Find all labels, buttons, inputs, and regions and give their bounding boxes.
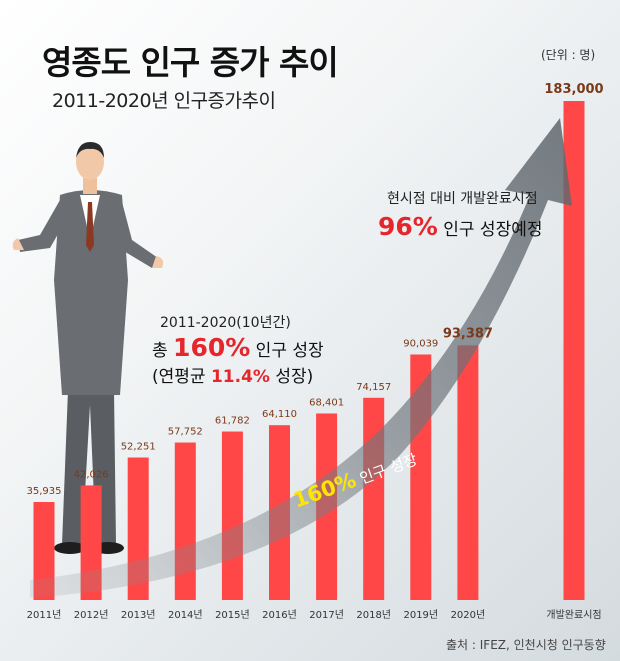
annual-growth-prefix: (연평균: [152, 367, 211, 387]
future-growth-line: 96% 인구 성장예정: [378, 212, 543, 241]
value-label: 74,157: [356, 382, 391, 393]
total-growth-text: 인구 성장: [250, 341, 324, 361]
page-title: 영종도 인구 증가 추이: [42, 43, 339, 82]
value-label: 64,110: [262, 409, 297, 420]
future-growth-percent: 96%: [378, 212, 438, 241]
category-label: 2012년: [74, 609, 109, 621]
bar-2020년: [457, 345, 479, 600]
value-label: 35,935: [27, 486, 62, 497]
bar-2015년: [221, 431, 243, 600]
category-label: 2014년: [168, 609, 203, 621]
bar-2014년: [174, 442, 196, 600]
value-label: 52,251: [121, 442, 156, 453]
category-label: 2015년: [215, 609, 250, 621]
unit-label: (단위 : 명): [541, 48, 596, 62]
value-label: 93,387: [443, 326, 493, 341]
annual-growth-line: (연평균 11.4% 성장): [152, 362, 313, 387]
category-label: 2018년: [356, 609, 391, 621]
growth-arrow: [30, 118, 572, 598]
future-growth-text: 인구 성장예정: [437, 220, 543, 240]
period-caption: 2011-2020(10년간): [160, 315, 291, 331]
bar-2018년: [363, 397, 385, 600]
value-label: 57,752: [168, 427, 203, 438]
value-label: 183,000: [544, 82, 603, 97]
category-label: 2017년: [309, 609, 344, 621]
source-note: 출처 : IFEZ, 인천시청 인구동향: [446, 638, 606, 652]
bar-2011년: [33, 502, 55, 600]
category-label: 2019년: [403, 609, 438, 621]
category-label: 2013년: [121, 609, 156, 621]
businessman-illustration: [12, 142, 164, 554]
total-growth-prefix: 총: [152, 341, 174, 361]
annual-growth-suffix: 성장): [269, 367, 314, 387]
category-label: 2020년: [451, 609, 486, 621]
category-label: 개발완료시점: [546, 609, 601, 621]
bar-개발완료시점: [563, 101, 585, 600]
total-growth-line: 총 160% 인구 성장: [152, 333, 324, 362]
annual-growth-percent: 11.4%: [210, 367, 270, 387]
category-label: 2016년: [262, 609, 297, 621]
value-label: 90,039: [403, 338, 438, 349]
value-label: 42,026: [74, 469, 109, 480]
total-growth-percent: 160%: [173, 333, 251, 362]
future-growth-caption: 현시점 대비 개발완료시점: [387, 191, 538, 207]
value-label: 68,401: [309, 397, 344, 408]
value-label: 61,782: [215, 416, 250, 427]
page-subtitle: 2011-2020년 인구증가추이: [52, 90, 276, 112]
category-label: 2011년: [27, 609, 62, 621]
